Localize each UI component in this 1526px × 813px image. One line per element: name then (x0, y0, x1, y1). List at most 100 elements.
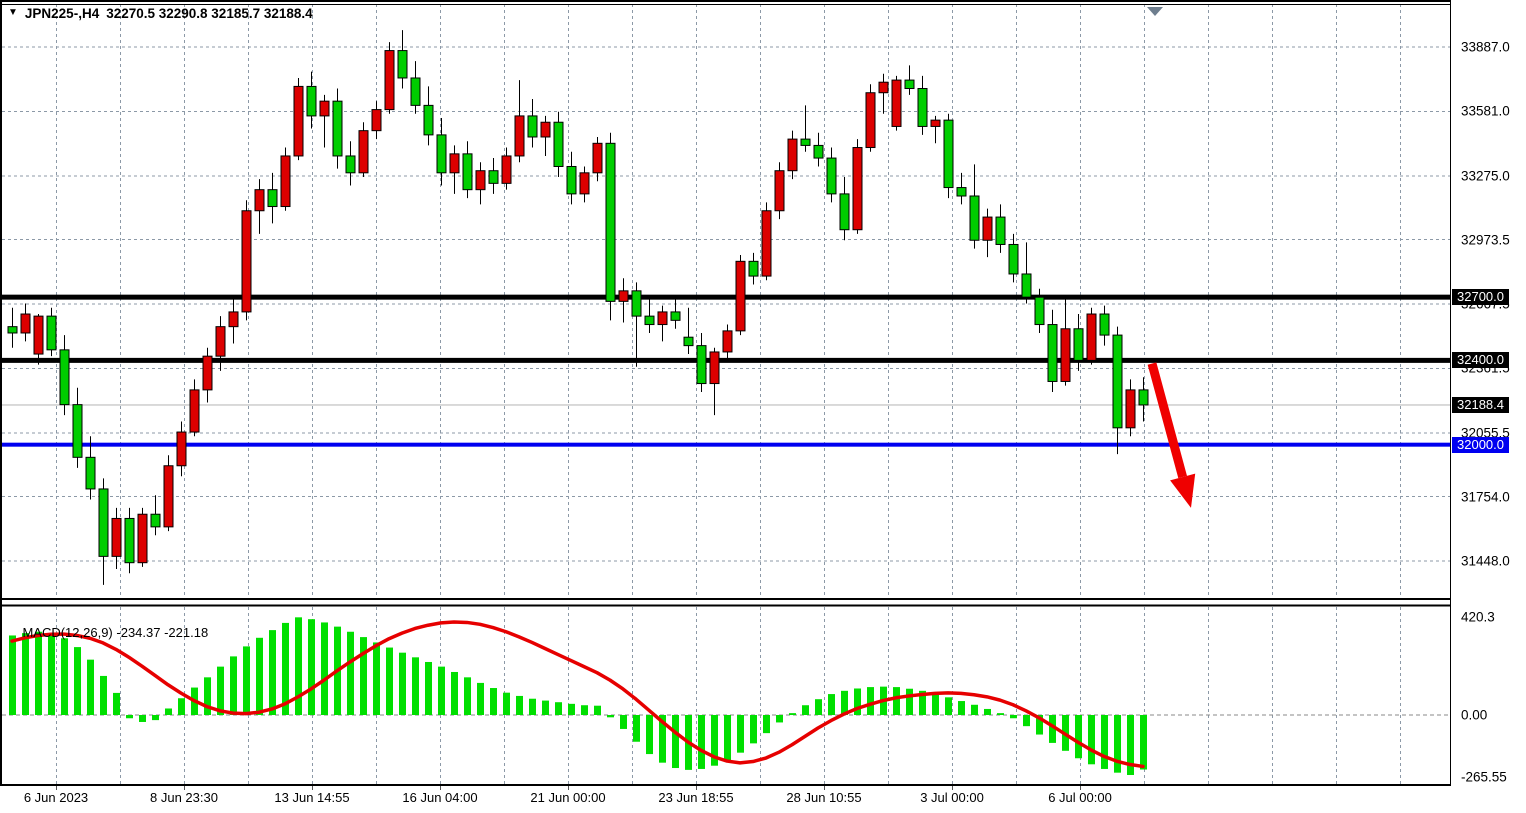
candle (514, 80, 525, 163)
candle (813, 132, 824, 167)
macd-bar (1010, 715, 1017, 719)
macd-bar (373, 642, 380, 715)
symbol-dropdown-icon[interactable]: ▼ (8, 7, 18, 18)
macd-bar (217, 666, 224, 715)
down-arrow-annotation[interactable] (1147, 362, 1196, 508)
candle (683, 307, 694, 355)
candle (800, 105, 811, 152)
candle (436, 118, 447, 186)
candle-body (449, 153, 460, 174)
candle (878, 73, 889, 114)
candle-body (1034, 296, 1045, 326)
current-price-line[interactable] (2, 404, 1450, 406)
candle (579, 166, 590, 203)
candle (423, 86, 434, 146)
macd-bar (113, 692, 120, 715)
candle (241, 200, 252, 321)
macd-bar (74, 647, 81, 715)
macd-indicator-label: MACD(12,26,9) -234.37 -221.18 (8, 610, 208, 655)
candle-body (1138, 389, 1149, 406)
symbol-timeframe-label: JPN225-,H4 (24, 6, 100, 21)
candle-body (267, 189, 278, 208)
candle (826, 147, 837, 203)
candle (553, 111, 564, 178)
macd-bottom-border (0, 784, 1452, 786)
macd-scale-label: 0.00 (1461, 707, 1488, 723)
candle-body (969, 195, 980, 241)
candle-body (566, 165, 577, 195)
black-level-line[interactable] (2, 357, 1450, 363)
price-tick-label: 31448.0 (1461, 553, 1510, 569)
time-scale-axis[interactable]: 6 Jun 2023 8 Jun 23:30 13 Jun 14:55 16 Jun … (0, 786, 1526, 810)
candle-body (865, 92, 876, 149)
time-tick-label: 8 Jun 23:30 (150, 790, 218, 805)
candle-body (761, 210, 772, 277)
candle-body (202, 355, 213, 391)
macd-bar (971, 704, 978, 715)
candle (943, 113, 954, 199)
candle-body (943, 119, 954, 189)
macd-bar (87, 659, 94, 715)
candle (475, 162, 486, 205)
macd-indicator-panel[interactable] (0, 607, 1452, 786)
macd-scale-label: -265.55 (1461, 769, 1507, 785)
candle (618, 278, 629, 323)
candle-body (7, 326, 18, 334)
candle-body (527, 115, 538, 138)
macd-bar (451, 671, 458, 715)
candle (215, 316, 226, 371)
macd-bar (1023, 715, 1030, 727)
candle (735, 255, 746, 336)
macd-bar (737, 715, 744, 753)
macd-bar (659, 715, 666, 763)
candle (371, 101, 382, 140)
macd-bar (581, 705, 588, 715)
price-scale-axis[interactable]: 33887.033581.033275.032973.532667.532361… (1451, 0, 1526, 786)
time-tick-label: 23 Jun 18:55 (658, 790, 734, 805)
macd-bar (763, 715, 770, 734)
candle-body (683, 336, 694, 347)
main-gridlines (2, 4, 1450, 598)
candle-body (852, 147, 863, 231)
macd-bar (516, 695, 523, 715)
macd-bar (126, 715, 133, 719)
candle (150, 495, 161, 536)
macd-values: -234.37 -221.18 (116, 625, 209, 640)
macd-bar (932, 694, 939, 715)
price-tick-label: 33581.0 (1461, 103, 1510, 119)
arrow-head (1170, 473, 1196, 508)
candle (1125, 379, 1136, 437)
candle (1047, 309, 1058, 392)
macd-bar (61, 638, 68, 715)
candle-body (670, 311, 681, 321)
price-level-badge: 32400.0 (1452, 352, 1509, 369)
black-level-line[interactable] (2, 294, 1450, 300)
candle (956, 172, 967, 205)
time-tick-mark (312, 786, 313, 790)
main-price-chart[interactable] (0, 0, 1452, 607)
candle (33, 314, 44, 365)
candle (7, 307, 18, 348)
candle-body (332, 100, 343, 157)
candle (449, 145, 460, 194)
macd-bar (152, 715, 159, 721)
candle-body (176, 431, 187, 467)
macd-bar (854, 688, 861, 715)
chart-shift-marker-icon[interactable] (1147, 7, 1163, 16)
candle-body (46, 315, 57, 351)
candle-body (1047, 324, 1058, 382)
candle-body (111, 517, 122, 557)
macd-bar (243, 646, 250, 715)
panel-divider-line (0, 598, 1452, 600)
candle-body (1073, 328, 1084, 361)
candle-body (657, 311, 668, 326)
candle (1060, 297, 1071, 386)
blue-support-line[interactable] (2, 442, 1450, 447)
arrow-shaft (1147, 362, 1187, 479)
candle-body (358, 130, 369, 174)
candle (748, 252, 759, 285)
time-tick-mark (568, 786, 569, 790)
candle (761, 202, 772, 281)
macd-bar (386, 647, 393, 715)
